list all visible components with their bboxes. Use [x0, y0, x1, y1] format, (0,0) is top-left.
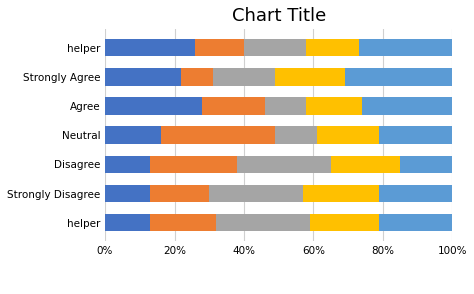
Bar [195, 39, 244, 56]
Bar [161, 126, 275, 144]
Title: Chart Title: Chart Title [232, 7, 326, 25]
Bar [105, 97, 202, 115]
Bar [379, 214, 452, 231]
Bar [213, 68, 275, 86]
Bar [275, 126, 317, 144]
Bar [182, 68, 213, 86]
Bar [317, 126, 379, 144]
Bar [331, 156, 400, 173]
Bar [150, 156, 237, 173]
Bar [345, 68, 452, 86]
Bar [105, 214, 150, 231]
Bar [362, 97, 452, 115]
Bar [265, 97, 307, 115]
Bar [216, 214, 310, 231]
Bar [105, 185, 150, 202]
Bar [105, 126, 161, 144]
Bar [150, 214, 216, 231]
Bar [400, 156, 452, 173]
Legend: Movie 1, Movie 2, Movie 3, Movie 4, Movie 5: Movie 1, Movie 2, Movie 3, Movie 4, Movi… [127, 293, 431, 294]
Bar [307, 39, 358, 56]
Bar [307, 97, 362, 115]
Bar [105, 39, 195, 56]
Bar [237, 156, 331, 173]
Bar [202, 97, 265, 115]
Bar [358, 39, 452, 56]
Bar [275, 68, 345, 86]
Bar [105, 156, 150, 173]
Bar [105, 68, 182, 86]
Bar [150, 185, 209, 202]
Bar [379, 126, 452, 144]
Bar [209, 185, 303, 202]
Bar [244, 39, 307, 56]
Bar [310, 214, 379, 231]
Bar [379, 185, 452, 202]
Bar [303, 185, 379, 202]
